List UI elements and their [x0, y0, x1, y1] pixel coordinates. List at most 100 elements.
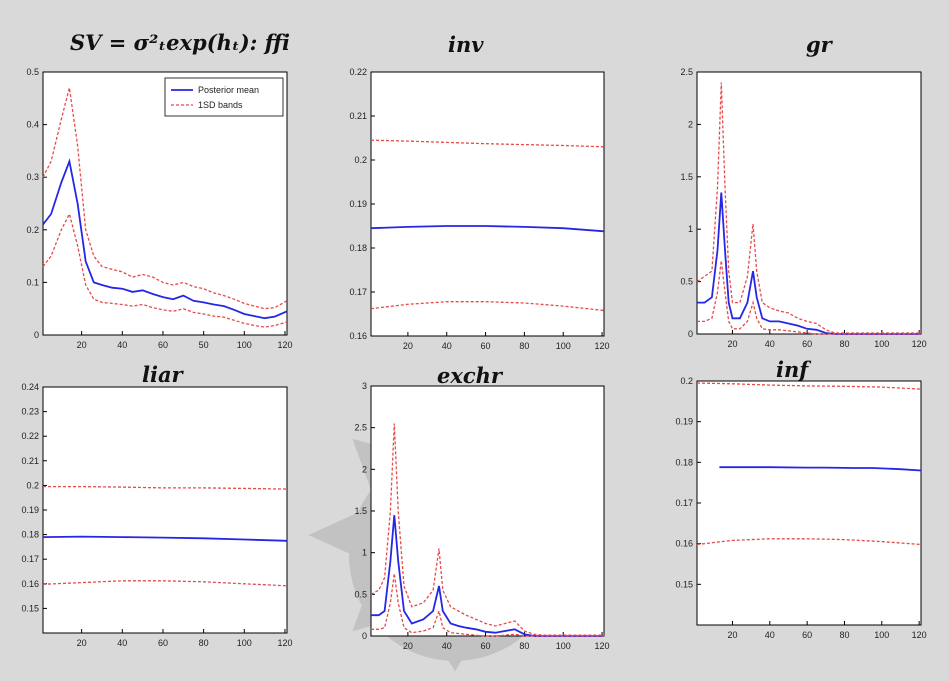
- ytick-label: 0.5: [354, 589, 367, 599]
- xtick-label: 80: [519, 641, 529, 651]
- panel-inv: 0.16 0.17 0.18 0.19 0.2 0.21 0.22 20 40 60 80 100 12…: [349, 67, 609, 351]
- xtick-label: 60: [802, 630, 812, 640]
- ytick-label: 1: [362, 548, 367, 558]
- series-posterior-mean-exchr: [371, 515, 604, 637]
- xtick-label: 20: [727, 339, 737, 349]
- ytick-label: 1: [688, 224, 693, 234]
- series-lower-band-liar: [42, 580, 288, 587]
- xtick-label: 20: [403, 341, 413, 351]
- ytick-label: 0.17: [21, 554, 39, 564]
- ytick-label: 0.5: [26, 67, 39, 77]
- series-upper-band-inv: [370, 139, 605, 148]
- ytick-label: 0.18: [675, 457, 693, 467]
- xtick-label: 60: [158, 340, 168, 350]
- ytick-label: 0.24: [21, 382, 39, 392]
- ytick-label: 0.19: [349, 199, 367, 209]
- xtick-label: 120: [277, 638, 292, 648]
- series-upper-band-inf: [696, 382, 922, 390]
- ytick-label: 1.5: [354, 506, 367, 516]
- xtick-label: 60: [158, 638, 168, 648]
- series-posterior-mean-inf: [719, 466, 922, 472]
- ytick-label: 0.5: [680, 277, 693, 287]
- series-upper-band-gr: [696, 82, 921, 334]
- legend-box: [164, 77, 284, 117]
- xtick-label: 80: [839, 630, 849, 640]
- ytick-label: 0.17: [349, 287, 367, 297]
- ytick-label: 0: [688, 329, 693, 339]
- ytick-label: 0.21: [349, 111, 367, 121]
- ytick-label: 0.2: [26, 480, 39, 490]
- xtick-label: 40: [117, 340, 127, 350]
- xtick-label: 60: [481, 641, 491, 651]
- xtick-label: 100: [237, 638, 252, 648]
- plot-area-inv: [370, 71, 605, 337]
- panel-title-inv: inv: [448, 32, 484, 57]
- panel-title-liar: liar: [142, 362, 183, 387]
- series-posterior-mean-liar: [42, 535, 288, 542]
- panel-liar: 0.15 0.16 0.17 0.18 0.19 0.2 0.21 0.22 0.23 0.24 2…: [21, 382, 292, 648]
- xtick-label: 40: [442, 641, 452, 651]
- xtick-label: 80: [839, 339, 849, 349]
- series-lower-band-inf: [696, 538, 922, 546]
- ytick-label: 0.15: [675, 579, 693, 589]
- panel-title-exchr: exchr: [437, 363, 502, 388]
- xtick-label: 80: [519, 341, 529, 351]
- ytick-label: 0.3: [26, 172, 39, 182]
- xtick-label: 40: [765, 339, 775, 349]
- xtick-label: 100: [556, 641, 571, 651]
- ytick-label: 1.5: [680, 172, 693, 182]
- xtick-label: 80: [199, 638, 209, 648]
- ytick-label: 0.17: [675, 498, 693, 508]
- xtick-label: 120: [595, 641, 610, 651]
- ytick-label: 0.18: [349, 243, 367, 253]
- xtick-label: 20: [77, 340, 87, 350]
- series-posterior-mean-inv: [370, 225, 605, 233]
- ytick-label: 0.2: [354, 155, 367, 165]
- ytick-label: 2: [362, 464, 367, 474]
- series-posterior-mean-gr: [697, 192, 921, 335]
- plot-area-inf: [696, 380, 922, 626]
- series-lower-band-exchr: [371, 573, 604, 637]
- xtick-label: 40: [442, 341, 452, 351]
- ytick-label: 0.16: [675, 539, 693, 549]
- series-upper-band-liar: [43, 485, 288, 490]
- ytick-label: 3: [362, 381, 367, 391]
- panel-gr: 0 0.5 1 1.5 2 2.5 20 40 60 80 100 120: [680, 67, 926, 349]
- plot-area-gr: [696, 71, 922, 335]
- ytick-label: 2.5: [354, 423, 367, 433]
- series-lower-band-inv: [370, 301, 605, 312]
- ytick-label: 0: [362, 631, 367, 641]
- ytick-label: 0.23: [21, 407, 39, 417]
- series-upper-band-exchr: [370, 423, 604, 636]
- xtick-label: 60: [481, 341, 491, 351]
- xtick-label: 120: [277, 340, 292, 350]
- ytick-label: 0.21: [21, 456, 39, 466]
- ytick-label: 2.5: [680, 67, 693, 77]
- xtick-label: 20: [403, 641, 413, 651]
- panel-title-gr: gr: [806, 32, 832, 57]
- ytick-label: 2: [688, 119, 693, 129]
- series-upper-band-sv: [42, 87, 288, 310]
- xtick-label: 120: [595, 341, 610, 351]
- panel-inf: 0.15 0.16 0.17 0.18 0.19 0.2 20 40 60 80 100 120: [675, 376, 926, 640]
- ytick-label: 0.19: [21, 505, 39, 515]
- ytick-label: 0.22: [349, 67, 367, 77]
- ytick-label: 0: [34, 330, 39, 340]
- xtick-label: 20: [77, 638, 87, 648]
- xtick-label: 50: [199, 340, 209, 350]
- panel-title-inf: inf: [776, 357, 809, 382]
- plot-area-exchr: [370, 385, 605, 637]
- ytick-label: 0.16: [349, 331, 367, 341]
- xtick-label: 100: [556, 341, 571, 351]
- xtick-label: 120: [912, 630, 927, 640]
- ytick-label: 0.2: [26, 225, 39, 235]
- ytick-label: 0.4: [26, 120, 39, 130]
- panel-title-sv: SV = σ²ₜexp(hₜ): ffi: [70, 30, 291, 55]
- xtick-label: 100: [874, 630, 889, 640]
- xtick-label: 40: [765, 630, 775, 640]
- panel-exchr: 0 0.5 1 1.5 2 2.5 3 20 40 60 80 100 120: [354, 381, 609, 651]
- ytick-label: 0.1: [26, 277, 39, 287]
- xtick-label: 40: [117, 638, 127, 648]
- ytick-label: 0.2: [680, 376, 693, 386]
